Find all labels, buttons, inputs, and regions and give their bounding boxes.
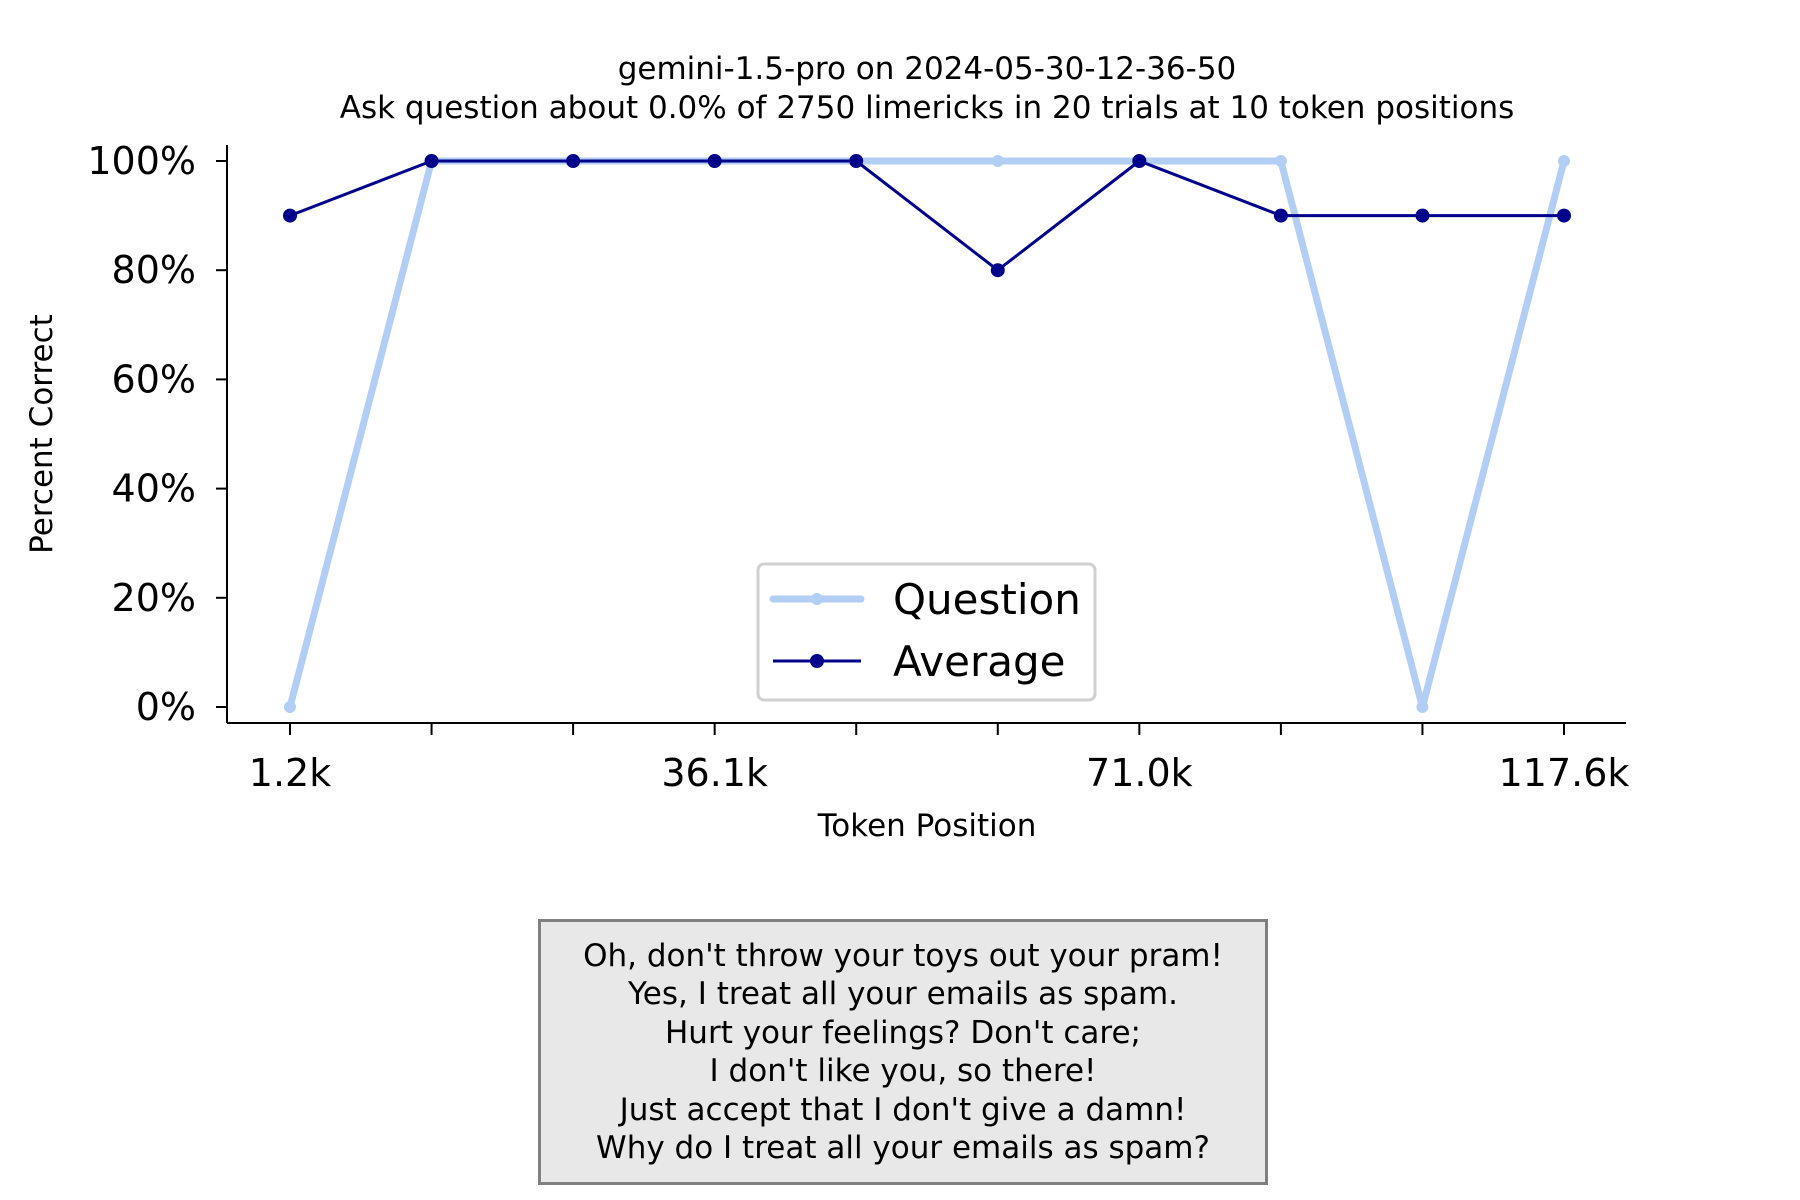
data-point-average: [1415, 208, 1430, 223]
data-point-question: [1274, 155, 1287, 167]
data-point-average: [1557, 208, 1571, 223]
limerick-line: Hurt your feelings? Don't care;: [665, 1014, 1141, 1051]
chart-subtitle: Ask question about 0.0% of 2750 limerick…: [340, 90, 1515, 126]
y-tick-label: 0%: [136, 685, 196, 729]
data-point-question: [991, 155, 1004, 167]
data-point-average: [990, 263, 1005, 278]
limerick-line: Why do I treat all your emails as spam?: [596, 1130, 1210, 1166]
y-tick-label: 60%: [112, 357, 196, 401]
y-tick-label: 80%: [112, 248, 196, 292]
legend-label-question: Question: [893, 575, 1081, 624]
data-point-average: [1273, 208, 1288, 223]
legend-marker-question: [811, 593, 823, 605]
legend: Question Average: [756, 562, 1097, 702]
data-point-question: [1416, 701, 1429, 713]
y-axis-label: Percent Correct: [24, 314, 60, 554]
legend-marker-average: [810, 654, 824, 668]
data-point-average: [566, 154, 581, 168]
y-tick-label: 100%: [87, 139, 196, 183]
x-tick-label: 117.6k: [1499, 751, 1630, 795]
data-point-average: [707, 154, 722, 168]
series-layer: [283, 154, 1571, 713]
data-point-average: [1132, 154, 1147, 168]
data-point-question: [284, 701, 296, 713]
y-ticks: 0% 20% 40% 60% 80% 100%: [87, 139, 227, 729]
data-point-question: [1558, 155, 1570, 167]
series-line-average: [289, 159, 1564, 272]
data-point-average: [424, 154, 439, 168]
data-point-average: [283, 208, 297, 223]
x-tick-label: 71.0k: [1086, 751, 1193, 795]
chart-title: gemini-1.5-pro on 2024-05-30-12-36-50: [618, 51, 1237, 87]
x-axis-label: Token Position: [817, 808, 1037, 844]
y-tick-label: 40%: [112, 467, 196, 511]
legend-label-average: Average: [893, 637, 1065, 686]
limerick-line: I don't like you, so there!: [709, 1053, 1097, 1089]
limerick-line: Oh, don't throw your toys out your pram!: [583, 937, 1223, 974]
x-ticks: 1.2k 36.1k 71.0k 117.6k: [249, 723, 1630, 795]
y-tick-label: 20%: [112, 576, 196, 620]
x-tick-label: 36.1k: [661, 751, 768, 795]
axes: [226, 145, 1626, 724]
limerick-annotation-box: Oh, don't throw your toys out your pram!…: [538, 919, 1268, 1185]
x-tick-label: 1.2k: [249, 751, 331, 795]
limerick-line: Just accept that I don't give a damn!: [619, 1091, 1187, 1128]
data-point-average: [849, 154, 864, 168]
limerick-line: Yes, I treat all your emails as spam.: [627, 976, 1179, 1012]
